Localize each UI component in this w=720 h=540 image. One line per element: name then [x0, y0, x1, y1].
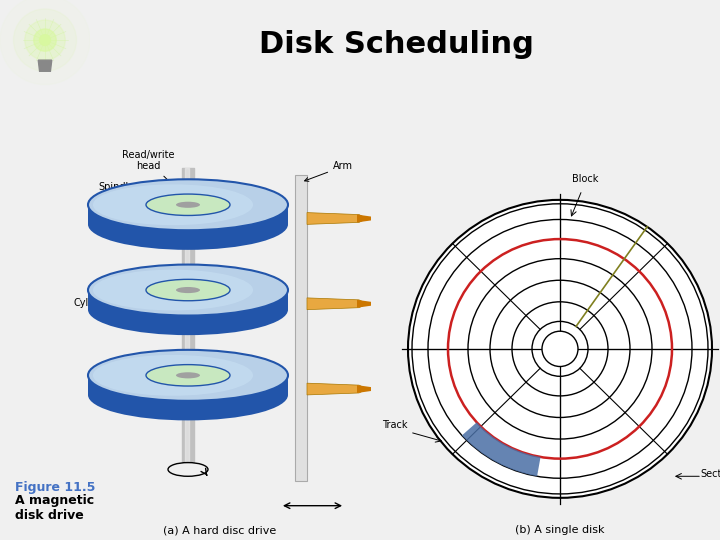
Ellipse shape	[176, 372, 200, 379]
Text: Sector: Sector	[700, 469, 720, 480]
Ellipse shape	[93, 269, 253, 310]
Text: Block: Block	[572, 174, 598, 184]
Polygon shape	[307, 213, 367, 225]
Text: Disk Scheduling: Disk Scheduling	[258, 30, 534, 59]
Polygon shape	[357, 300, 371, 308]
Circle shape	[40, 35, 50, 45]
Polygon shape	[88, 375, 288, 395]
Circle shape	[542, 331, 578, 367]
Ellipse shape	[88, 284, 288, 335]
Ellipse shape	[146, 364, 230, 386]
Polygon shape	[88, 205, 288, 225]
Text: (b) A single disk: (b) A single disk	[516, 525, 605, 535]
Ellipse shape	[146, 194, 230, 215]
Ellipse shape	[88, 265, 288, 315]
Ellipse shape	[88, 369, 288, 421]
Polygon shape	[295, 176, 307, 481]
Ellipse shape	[93, 184, 253, 225]
Text: (a) A hard disc drive: (a) A hard disc drive	[163, 525, 276, 535]
Polygon shape	[307, 298, 367, 309]
Circle shape	[24, 20, 66, 60]
Text: Cylinder: Cylinder	[73, 298, 249, 308]
Ellipse shape	[93, 355, 253, 396]
Circle shape	[34, 29, 56, 51]
Text: Arm: Arm	[305, 161, 353, 181]
Polygon shape	[307, 383, 367, 395]
Wedge shape	[462, 422, 541, 476]
Circle shape	[14, 9, 76, 71]
Circle shape	[408, 200, 712, 498]
Text: A magnetic
disk drive: A magnetic disk drive	[15, 494, 94, 522]
Polygon shape	[88, 290, 288, 309]
Text: Track: Track	[382, 420, 408, 430]
Ellipse shape	[176, 202, 200, 208]
Polygon shape	[357, 214, 371, 222]
Polygon shape	[357, 385, 371, 393]
Ellipse shape	[146, 279, 230, 301]
Ellipse shape	[88, 350, 288, 401]
Ellipse shape	[88, 199, 288, 250]
Ellipse shape	[88, 179, 288, 230]
Text: Spindle: Spindle	[98, 181, 189, 192]
Ellipse shape	[176, 287, 200, 293]
Text: Read/write
head: Read/write head	[122, 150, 200, 212]
Polygon shape	[38, 60, 52, 71]
Text: Figure 11.5: Figure 11.5	[15, 481, 95, 494]
